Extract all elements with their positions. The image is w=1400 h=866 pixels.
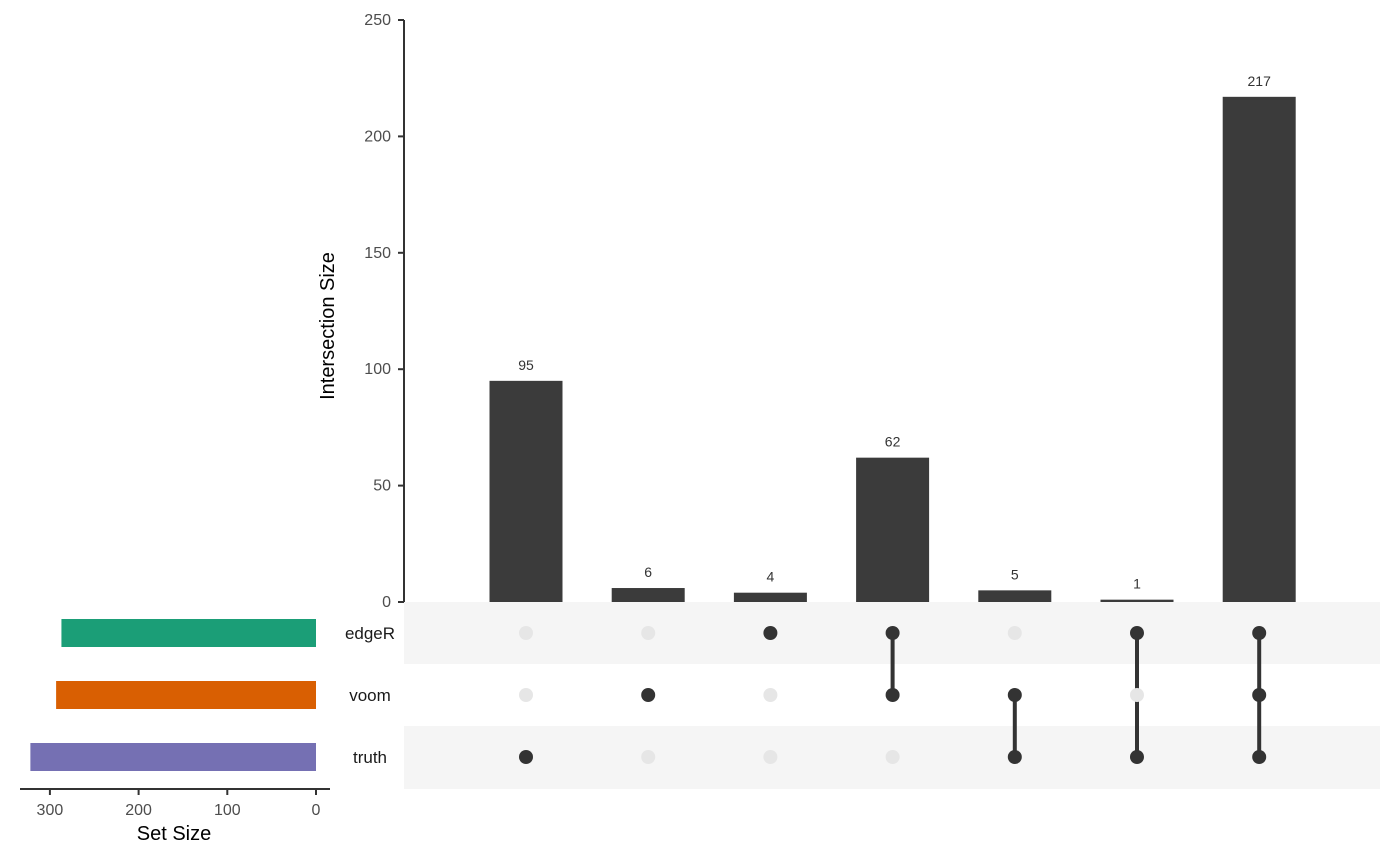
set-size-tick-label: 100 [214,802,241,819]
set-size-bars [30,619,317,771]
matrix-dot-active [885,688,900,702]
matrix-dot-active [641,688,656,702]
set-labels: edgeR voom truth [345,624,395,767]
intersection-size-tick-label: 100 [364,361,391,378]
set-size-tick-label: 200 [125,802,152,819]
intersection-bars: 95 6 4 62 5 1 217 [489,73,1296,602]
matrix-dot-active [1007,688,1022,702]
intersection-bar [1222,96,1296,602]
set-size-bar [30,743,317,771]
set-name-label: voom [349,686,391,705]
matrix-dot-inactive [519,626,533,640]
intersection-bar [978,590,1052,602]
matrix-dot-inactive [763,688,778,702]
set-name-label: edgeR [345,624,395,643]
intersection-bar [1100,599,1174,602]
intersection-size-tick-label: 200 [364,128,391,145]
intersection-bar [489,380,563,602]
intersection-size-tick-label: 0 [382,594,391,611]
matrix-dot-active [519,750,533,764]
matrix-dot-active [1252,750,1267,764]
matrix-dot-active [1130,626,1144,640]
matrix-dot-inactive [885,750,900,764]
intersection-bar [733,592,807,602]
intersection-size-tick-label: 50 [373,478,391,495]
set-size-bar [61,619,316,647]
intersection-bar-label: 5 [1011,566,1019,582]
intersection-bar-label: 62 [885,434,901,450]
matrix-dot-inactive [641,750,656,764]
intersection-bar-label: 1 [1133,576,1141,592]
set-size-axis: 300 200 100 0 [20,788,330,819]
intersection-bar-label: 95 [518,357,534,373]
matrix-dot-inactive [1130,688,1144,702]
set-size-tick-label: 300 [37,802,64,819]
intersection-size-tick-label: 150 [364,245,391,262]
matrix-dot-inactive [641,626,656,640]
matrix-dot-active [1007,750,1022,764]
matrix-dot-active [1252,626,1267,640]
set-size-bar [56,681,316,709]
intersection-bar-label: 6 [644,564,652,580]
intersection-bar-label: 4 [767,569,775,585]
intersection-bar [611,588,685,602]
set-size-tick-label: 0 [312,802,321,819]
intersection-size-axis: 0 50 100 150 200 250 [364,12,405,611]
matrix-dot-active [1252,688,1267,702]
intersection-matrix [519,626,1267,764]
intersection-size-axis-title: Intersection Size [317,252,339,400]
matrix-dot-active [763,626,778,640]
intersection-bar [856,457,930,602]
matrix-dot-inactive [1007,626,1022,640]
set-name-label: truth [353,748,387,767]
matrix-dot-inactive [763,750,778,764]
set-size-axis-title: Set Size [137,823,211,845]
matrix-dot-active [1130,750,1144,764]
intersection-bar-label: 217 [1248,73,1272,89]
matrix-dot-inactive [519,688,533,702]
intersection-size-tick-label: 250 [364,12,391,29]
matrix-dot-active [885,626,900,640]
